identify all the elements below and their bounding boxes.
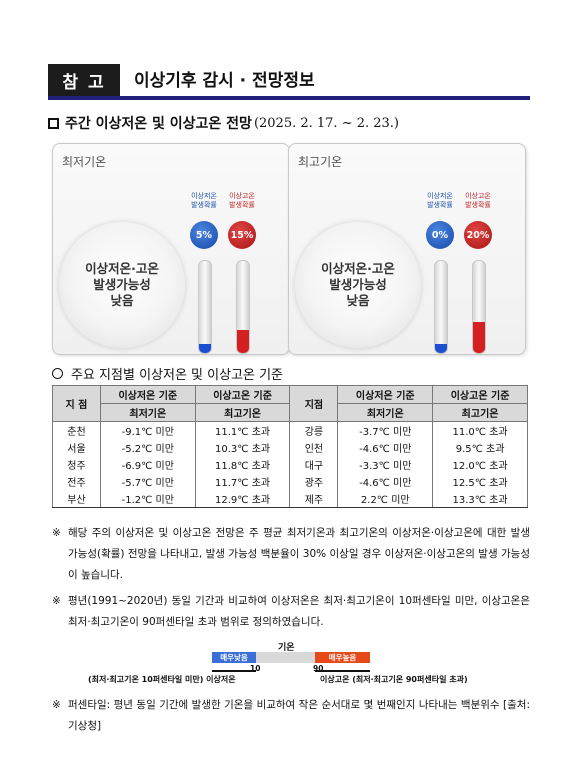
section-title: 주간 이상저온 및 이상고온 전망 (2025. 2. 17. ~ 2. 23.… — [48, 113, 399, 133]
high-prob-label: 이상고온 발생확률 — [229, 192, 255, 209]
p90-label: 90 — [313, 664, 324, 673]
high-threshold-cell: 12.5℃ 초과 — [432, 473, 528, 490]
high-threshold-cell: 9.5℃ 초과 — [432, 439, 528, 456]
note-marker: ※ — [52, 699, 61, 711]
low-threshold-cell: -5.2℃ 미만 — [99, 439, 196, 456]
section-period: (2025. 2. 17. ~ 2. 23.) — [253, 115, 400, 131]
station-cell: 부산 — [52, 490, 101, 508]
very-low-box: 매우낮음 — [212, 652, 256, 663]
diagram-title: 기온 — [278, 643, 295, 653]
low-prob-badge: 0% — [426, 221, 454, 249]
high-prob-badge: 20% — [464, 221, 492, 249]
low-threshold-cell: -9.1℃ 미만 — [99, 421, 196, 439]
table-row: 서울 -5.2℃ 미만 10.3℃ 초과 인천 -4.6℃ 미만 9.5℃ 초과 — [52, 439, 528, 456]
high-prob-badge: 15% — [228, 221, 256, 249]
low-threshold-cell: -6.9℃ 미만 — [99, 456, 196, 473]
station-cell: 강릉 — [289, 421, 339, 439]
col-low-threshold-2: 이상저온 기준 — [337, 385, 434, 404]
low-thermometer — [198, 260, 212, 354]
col-low-threshold: 이상저온 기준 — [99, 385, 196, 404]
high-threshold-cell: 11.1℃ 초과 — [194, 421, 291, 439]
panel-min-temp: 최저기온 이상저온·고온 발생가능성 낮음 이상저온 발생확률 이상고온 발생확… — [52, 143, 290, 355]
col-high-threshold-2: 이상고온 기준 — [432, 385, 528, 404]
checkbox-bullet-icon — [48, 117, 59, 129]
subsection-title-text: 주요 지점별 이상저온 및 이상고온 기준 — [71, 368, 284, 383]
low-threshold-cell: 2.2℃ 미만 — [337, 490, 434, 508]
col-min-temp-2: 최저기온 — [337, 403, 434, 422]
col-min-temp: 최저기온 — [99, 403, 196, 422]
low-caption: (최저·최고기온 10퍼센타일 미만) 이상저온 — [88, 675, 236, 684]
section-title-text: 주간 이상저온 및 이상고온 전망 — [65, 116, 252, 132]
note-1-text: 해당 주의 이상저온 및 이상고온 전망은 주 평균 최저기온과 최고기온의 이… — [68, 527, 530, 581]
p10-label: 10 — [250, 664, 261, 673]
header-rule — [48, 96, 530, 100]
low-threshold-cell: -3.3℃ 미만 — [337, 456, 434, 473]
table-row: 전주 -5.7℃ 미만 11.7℃ 초과 광주 -4.6℃ 미만 12.5℃ 초과 — [52, 473, 528, 490]
low-threshold-cell: -3.7℃ 미만 — [337, 421, 434, 439]
station-cell: 춘천 — [52, 421, 101, 439]
high-arrow — [315, 670, 370, 672]
likelihood-message: 이상저온·고온 발생가능성 낮음 — [321, 261, 395, 308]
low-thermometer-fill — [199, 343, 211, 353]
col-station: 지 점 — [52, 385, 101, 422]
low-prob-badge: 5% — [190, 221, 218, 249]
page-title: 이상기후 감시 · 전망정보 — [134, 71, 315, 91]
col-high-threshold: 이상고온 기준 — [194, 385, 291, 404]
reference-tag: 참 고 — [48, 64, 120, 96]
panel-title: 최고기온 — [298, 155, 343, 169]
col-max-temp: 최고기온 — [194, 403, 291, 422]
station-cell: 청주 — [52, 456, 101, 473]
low-threshold-cell: -4.6℃ 미만 — [337, 473, 434, 490]
table-row: 청주 -6.9℃ 미만 11.8℃ 초과 대구 -3.3℃ 미만 12.0℃ 초과 — [52, 456, 528, 473]
note-3-text: 퍼센타일: 평년 동일 기간에 발생한 기온을 비교하여 작은 순서대로 몇 번… — [68, 699, 530, 732]
note-3: ※ 퍼센타일: 평년 동일 기간에 발생한 기온을 비교하여 작은 순서대로 몇… — [52, 695, 530, 737]
high-threshold-cell: 11.7℃ 초과 — [194, 473, 291, 490]
low-thermometer-fill — [435, 343, 447, 353]
high-threshold-cell: 11.8℃ 초과 — [194, 456, 291, 473]
likelihood-disc: 이상저온·고온 발생가능성 낮음 — [295, 222, 421, 348]
station-cell: 인천 — [289, 439, 339, 456]
low-prob-label: 이상저온 발생확률 — [191, 192, 217, 209]
very-high-box: 매우높음 — [315, 652, 370, 663]
low-threshold-cell: -5.7℃ 미만 — [99, 473, 196, 490]
station-cell: 대구 — [289, 456, 339, 473]
low-threshold-cell: -1.2℃ 미만 — [99, 490, 196, 508]
high-caption: 이상고온 (최저·최고기온 90퍼센타일 초과) — [320, 675, 468, 684]
high-threshold-cell: 10.3℃ 초과 — [194, 439, 291, 456]
low-arrow — [212, 670, 256, 672]
high-prob-label: 이상고온 발생확률 — [465, 192, 491, 209]
station-cell: 전주 — [52, 473, 101, 490]
note-1: ※ 해당 주의 이상저온 및 이상고온 전망은 주 평균 최저기온과 최고기온의… — [52, 523, 530, 586]
note-2-text: 평년(1991~2020년) 동일 기간과 비교하여 이상저온은 최저·최고기온… — [68, 595, 530, 628]
table-row: 춘천 -9.1℃ 미만 11.1℃ 초과 강릉 -3.7℃ 미만 11.0℃ 초과 — [52, 421, 528, 439]
high-thermometer — [236, 260, 250, 354]
high-thermometer-fill — [237, 329, 249, 353]
subsection-title: 주요 지점별 이상저온 및 이상고온 기준 — [52, 364, 283, 383]
note-marker: ※ — [52, 595, 61, 607]
high-thermometer — [472, 260, 486, 354]
station-cell: 서울 — [52, 439, 101, 456]
high-threshold-cell: 13.3℃ 초과 — [432, 490, 528, 508]
high-thermometer-fill — [473, 321, 485, 353]
station-cell: 제주 — [289, 490, 339, 508]
station-threshold-table: 지 점 이상저온 기준 이상고온 기준 지점 이상저온 기준 이상고온 기준 최… — [52, 385, 528, 508]
station-cell: 광주 — [289, 473, 339, 490]
high-threshold-cell: 11.0℃ 초과 — [432, 421, 528, 439]
likelihood-disc: 이상저온·고온 발생가능성 낮음 — [59, 222, 185, 348]
low-thermometer — [434, 260, 448, 354]
low-threshold-cell: -4.6℃ 미만 — [337, 439, 434, 456]
panel-title: 최저기온 — [62, 155, 107, 169]
high-threshold-cell: 12.0℃ 초과 — [432, 456, 528, 473]
note-2: ※ 평년(1991~2020년) 동일 기간과 비교하여 이상저온은 최저·최고… — [52, 591, 530, 633]
note-marker: ※ — [52, 527, 61, 539]
table-row: 부산 -1.2℃ 미만 12.9℃ 초과 제주 2.2℃ 미만 13.3℃ 초과 — [52, 490, 528, 508]
circle-bullet-icon — [52, 368, 63, 379]
col-station-2: 지점 — [289, 385, 339, 422]
diagram-bar — [212, 652, 370, 663]
col-max-temp-2: 최고기온 — [432, 403, 528, 422]
panel-max-temp: 최고기온 이상저온·고온 발생가능성 낮음 이상저온 발생확률 이상고온 발생확… — [288, 143, 526, 355]
high-threshold-cell: 12.9℃ 초과 — [194, 490, 291, 508]
likelihood-message: 이상저온·고온 발생가능성 낮음 — [85, 261, 159, 308]
low-prob-label: 이상저온 발생확률 — [427, 192, 453, 209]
